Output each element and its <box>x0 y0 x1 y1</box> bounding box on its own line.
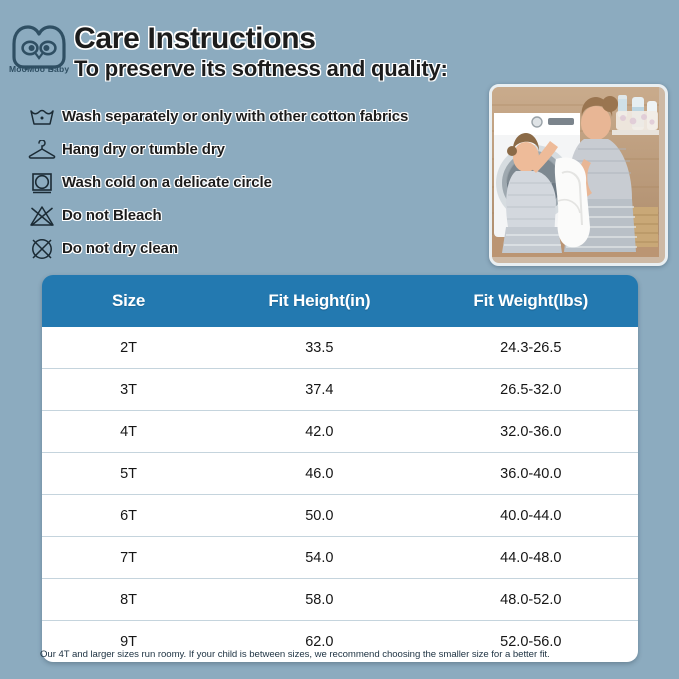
hanger-icon <box>22 136 62 164</box>
cell-height: 46.0 <box>215 452 424 495</box>
table-row: 4T 42.0 32.0-36.0 <box>42 410 638 453</box>
cell-size: 8T <box>42 578 216 621</box>
table-row: 5T 46.0 36.0-40.0 <box>42 452 638 495</box>
page-header: MooMoo Baby Care Instructions To preserv… <box>0 0 679 92</box>
care-instruction-label: Hang dry or tumble dry <box>62 141 225 158</box>
table-row: 6T 50.0 40.0-44.0 <box>42 494 638 537</box>
cell-height: 37.4 <box>215 368 424 411</box>
care-instruction-item: Do not dry clean <box>22 232 492 265</box>
cell-height: 50.0 <box>215 494 424 537</box>
cell-size: 5T <box>42 452 216 495</box>
care-instruction-item: Wash separately or only with other cotto… <box>22 100 492 133</box>
cell-weight: 24.3-26.5 <box>423 327 638 369</box>
page-subtitle: To preserve its softness and quality: <box>74 56 448 81</box>
care-instruction-label: Do not Bleach <box>62 207 162 224</box>
page-title: Care Instructions <box>74 22 316 55</box>
cell-weight: 44.0-48.0 <box>423 536 638 579</box>
care-instruction-label: Wash separately or only with other cotto… <box>62 108 409 125</box>
cell-size: 7T <box>42 536 216 579</box>
cell-height: 54.0 <box>215 536 424 579</box>
cell-weight: 36.0-40.0 <box>423 452 638 495</box>
table-header-row: Size Fit Height(in) Fit Weight(lbs) <box>42 275 638 327</box>
cell-height: 58.0 <box>215 578 424 621</box>
care-instruction-item: Hang dry or tumble dry <box>22 133 492 166</box>
cell-size: 6T <box>42 494 216 537</box>
table-row: 7T 54.0 44.0-48.0 <box>42 536 638 579</box>
cell-size: 4T <box>42 410 216 453</box>
tumble-dry-icon <box>22 169 62 197</box>
cell-size: 2T <box>42 327 216 369</box>
cell-size: 3T <box>42 368 216 411</box>
brand-name: MooMoo Baby <box>9 64 70 74</box>
care-instruction-label: Do not dry clean <box>62 240 178 257</box>
cell-weight: 32.0-36.0 <box>423 410 638 453</box>
cell-height: 33.5 <box>215 327 424 369</box>
column-header-height: Fit Height(in) <box>215 275 424 327</box>
laundry-photo <box>489 84 668 266</box>
table-row: 8T 58.0 48.0-52.0 <box>42 578 638 621</box>
header-titles: Care Instructions To preserve its softne… <box>74 22 448 82</box>
cell-weight: 52.0-56.0 <box>423 620 638 662</box>
table-row: 2T 33.5 24.3-26.5 <box>42 327 638 369</box>
wash-tub-icon <box>22 103 62 131</box>
column-header-size: Size <box>42 275 216 327</box>
cell-height: 42.0 <box>215 410 424 453</box>
cell-weight: 26.5-32.0 <box>423 368 638 411</box>
care-instruction-item: Do not Bleach <box>22 199 492 232</box>
table-row: 9T 62.0 52.0-56.0 <box>42 620 638 662</box>
sizing-footnote: Our 4T and larger sizes run roomy. If yo… <box>40 649 550 660</box>
table-row: 3T 37.4 26.5-32.0 <box>42 368 638 411</box>
column-header-weight: Fit Weight(lbs) <box>423 275 638 327</box>
care-instruction-item: Wash cold on a delicate circle <box>22 166 492 199</box>
cell-size: 9T <box>42 620 216 662</box>
do-not-dry-clean-icon <box>22 235 62 263</box>
care-instruction-list: Wash separately or only with other cotto… <box>22 100 492 265</box>
laundry-photo-illustration <box>492 87 659 257</box>
size-chart-table: Size Fit Height(in) Fit Weight(lbs) 2T 3… <box>42 275 638 662</box>
cell-height: 62.0 <box>215 620 424 662</box>
owl-logo-icon <box>8 24 70 76</box>
do-not-bleach-icon <box>22 202 62 230</box>
cell-weight: 40.0-44.0 <box>423 494 638 537</box>
cell-weight: 48.0-52.0 <box>423 578 638 621</box>
care-instruction-label: Wash cold on a delicate circle <box>62 174 272 191</box>
